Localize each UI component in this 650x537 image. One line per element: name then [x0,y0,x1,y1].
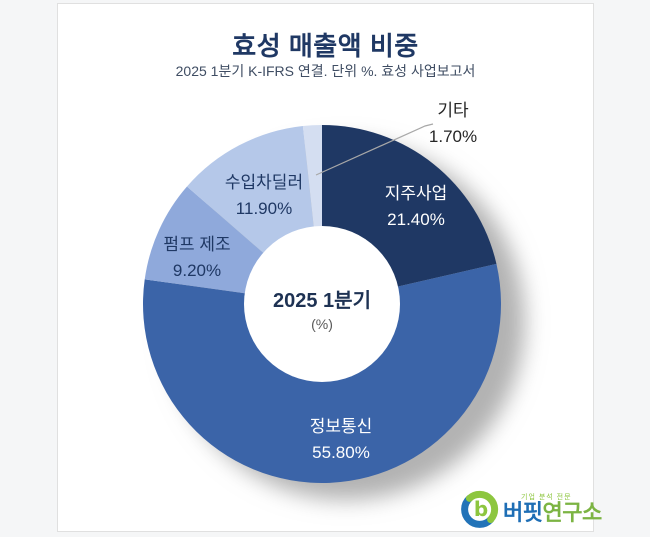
label-peompeu-jejo-name: 펌프 제조 [163,235,231,254]
logo: b 기업 분석 전문 버핏연구소 [459,488,602,530]
chart-subtitle: 2025 1분기 K-IFRS 연결. 단위 %. 효성 사업보고서 [175,63,476,79]
logo-name-research: 연구소 [542,500,602,525]
label-jijusaeop: 지주사업 21.40% [346,181,486,233]
label-gita-value: 1.70% [428,127,478,146]
svg-text:b: b [474,497,488,521]
label-jeongbotongsin-value: 55.80% [312,443,370,462]
label-suipchadilleo-name: 수입차딜러 [224,173,304,192]
label-suipchadilleo: 수입차딜러 11.90% [189,170,339,222]
label-jijusaeop-name: 지주사업 [384,184,448,203]
label-gita-name: 기타 [437,101,469,120]
center-unit: (%) [311,316,333,332]
logo-tagline: 기업 분석 전문 [521,494,572,501]
donut-hole [244,226,400,382]
label-peompeu-jejo: 펌프 제조 9.20% [122,232,272,284]
center-period: 2025 1분기 [273,290,371,312]
chart-title: 효성 매출액 비중 [232,31,419,61]
gita-leader-line [315,123,434,176]
label-jeongbotongsin-name: 정보통신 [309,417,373,436]
label-peompeu-jejo-value: 9.20% [172,261,222,280]
label-gita: 기타 1.70% [393,98,513,150]
label-jijusaeop-value: 21.40% [387,210,445,229]
logo-name-buffett: 버핏 [503,500,543,525]
logo-text: 기업 분석 전문 버핏연구소 [503,488,602,524]
label-suipchadilleo-value: 11.90% [235,199,293,218]
logo-icon: b [461,490,499,528]
donut-slices [143,125,502,484]
label-jeongbotongsin: 정보통신 55.80% [266,414,416,466]
logo-name: 버핏연구소 [503,501,602,524]
donut-center-label: 2025 1분기 (%) [222,289,422,333]
